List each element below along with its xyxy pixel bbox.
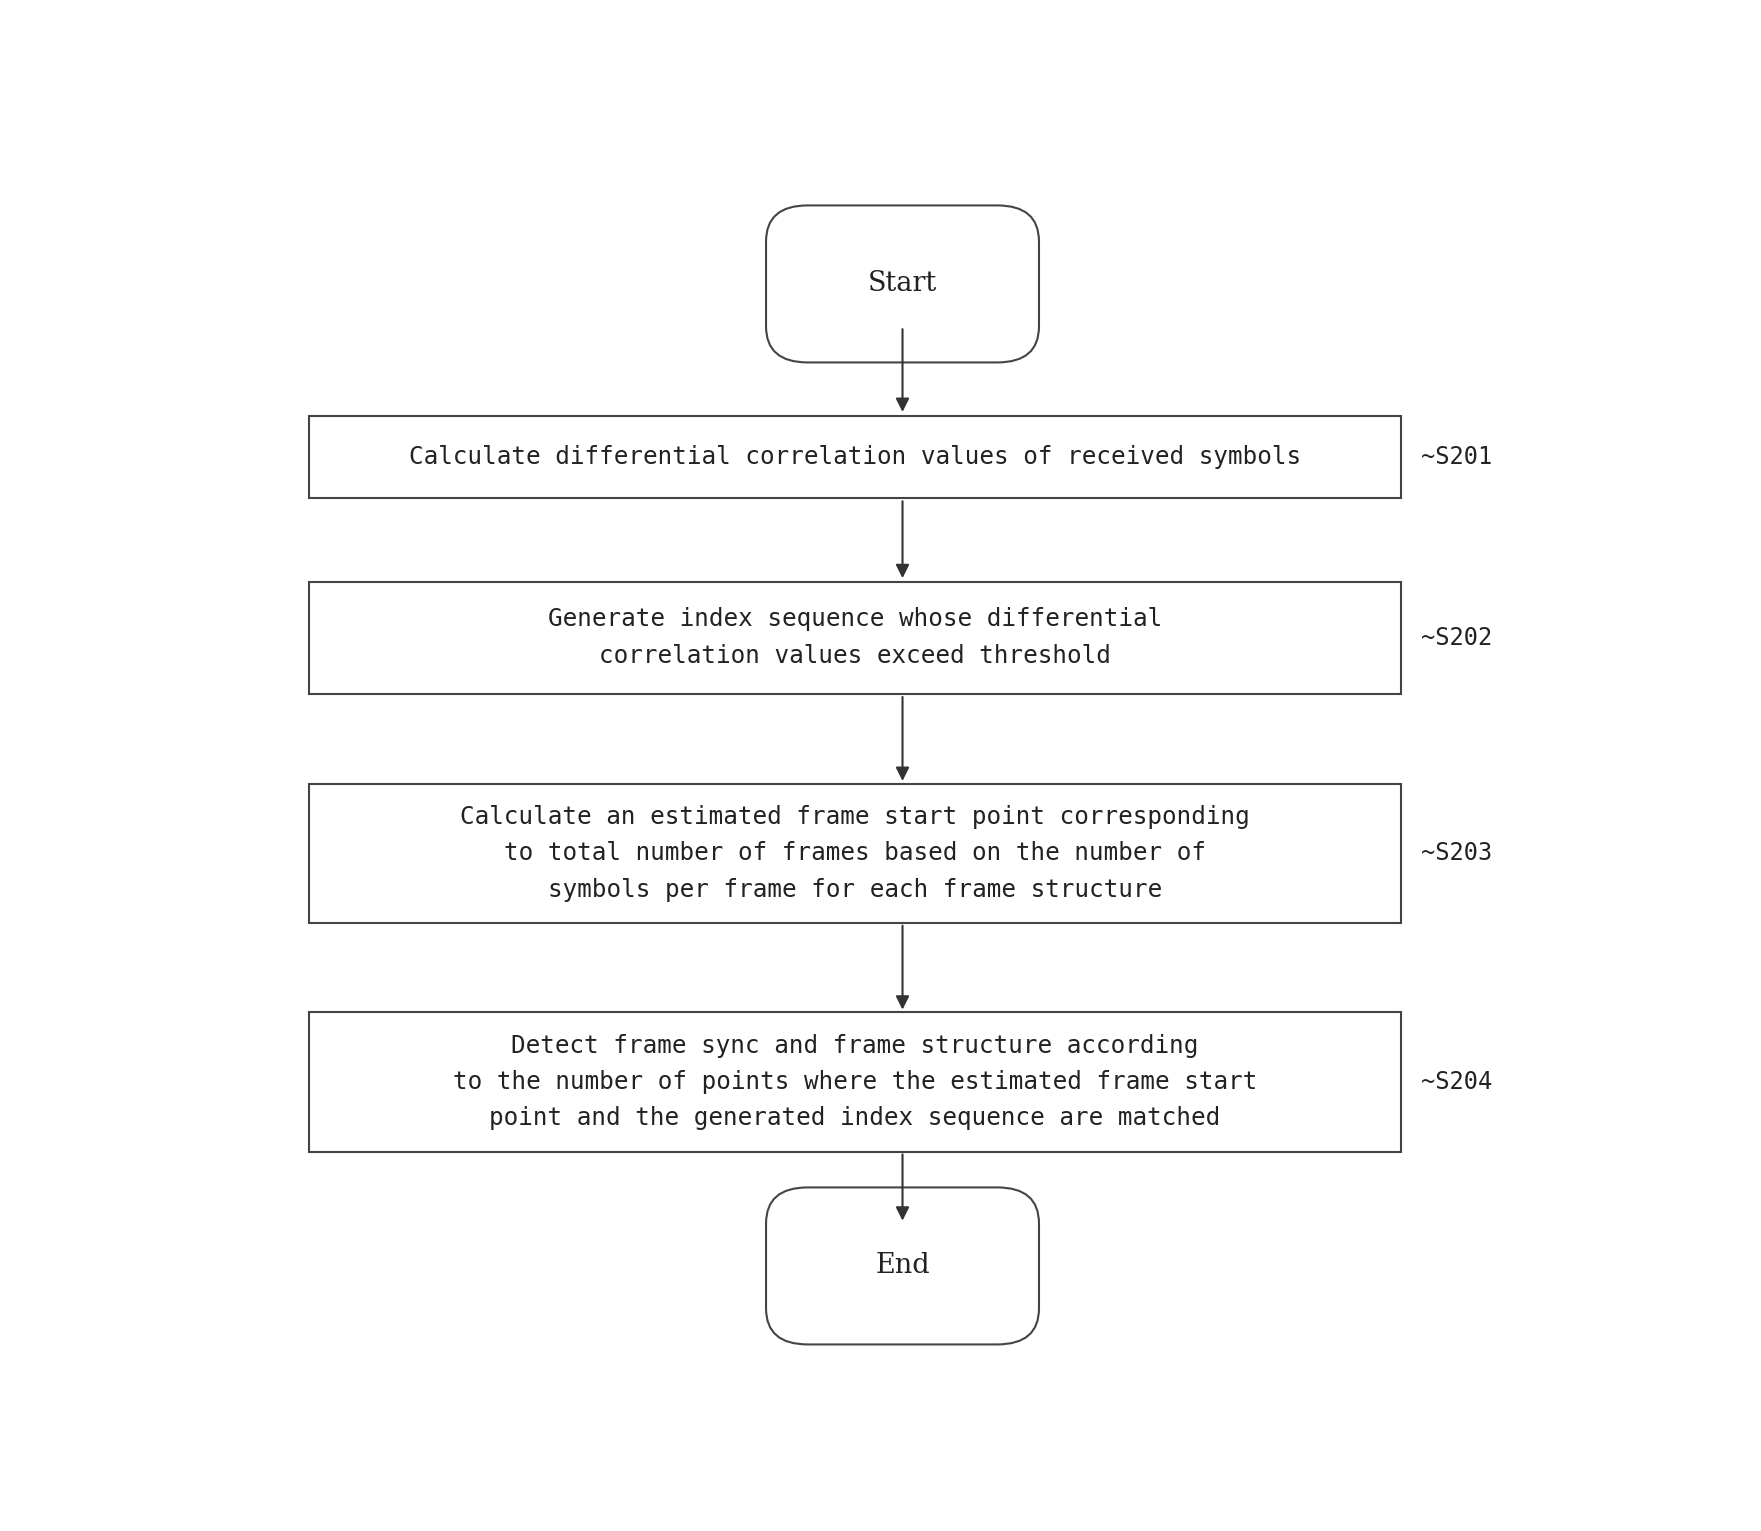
FancyBboxPatch shape [308,784,1400,923]
FancyBboxPatch shape [308,582,1400,694]
Text: Calculate differential correlation values of received symbols: Calculate differential correlation value… [409,446,1301,468]
Text: Start: Start [868,271,937,297]
FancyBboxPatch shape [766,1188,1039,1344]
Text: ~S204: ~S204 [1421,1070,1492,1095]
FancyBboxPatch shape [766,205,1039,363]
FancyBboxPatch shape [308,416,1400,499]
FancyBboxPatch shape [308,1012,1400,1151]
Text: ~S201: ~S201 [1421,446,1492,468]
Text: End: End [875,1252,930,1280]
Text: ~S202: ~S202 [1421,626,1492,649]
Text: Detect frame sync and frame structure according
to the number of points where th: Detect frame sync and frame structure ac… [453,1033,1257,1130]
Text: Generate index sequence whose differential
correlation values exceed threshold: Generate index sequence whose differenti… [548,608,1162,668]
Text: ~S203: ~S203 [1421,842,1492,865]
Text: Calculate an estimated frame start point corresponding
to total number of frames: Calculate an estimated frame start point… [460,805,1250,902]
